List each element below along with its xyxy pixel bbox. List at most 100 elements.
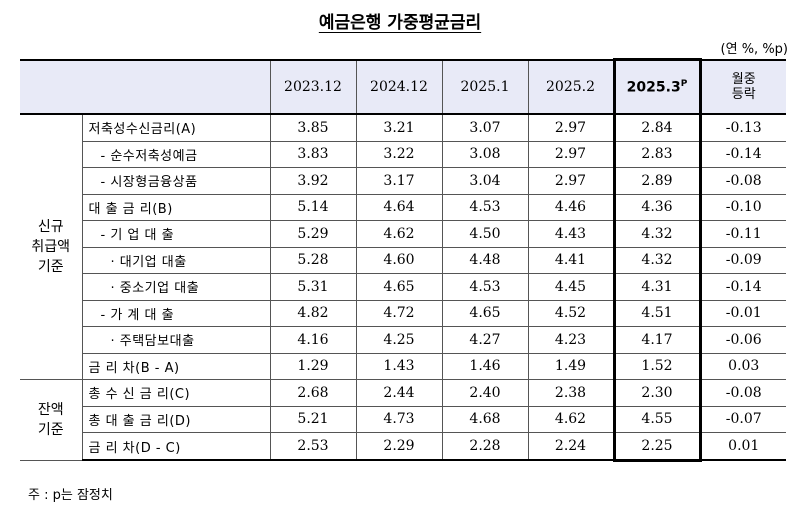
table-cell: 4.60 (355, 246, 443, 274)
table-cell-highlight: 4.31 (612, 273, 702, 301)
table-row: · 중소기업 대출 5.31 4.65 4.53 4.45 4.31 -0.14 (20, 273, 786, 301)
row-label: - 시장형금융상품 (81, 167, 271, 195)
table-cell: 2.97 (527, 113, 615, 142)
table-row: 신규 취급액 기준 저축성수신금리(A) 3.85 3.21 3.07 2.97 2… (20, 113, 786, 380)
table-cell: 2.38 (527, 379, 615, 407)
table-cell: 4.64 (355, 193, 443, 221)
row-label: - 가 계 대 출 (81, 299, 271, 327)
table-cell-highlight: 4.17 (612, 326, 702, 354)
row-label: · 중소기업 대출 (81, 273, 271, 301)
row-label: 총 수 신 금 리(C) (81, 379, 271, 407)
table-cell: 2.28 (441, 432, 529, 461)
interest-rate-table: 2023.12 2024.12 2025.1 2025.2 2025.3P 월중… (20, 58, 786, 462)
table-header-row: 2023.12 2024.12 2025.1 2025.2 2025.3P 월중… (20, 58, 786, 115)
column-header: 2025.1 (441, 58, 529, 115)
table-row: 대 출 금 리(B) 5.14 4.64 4.53 4.46 4.36 -0.1… (20, 193, 786, 221)
table-cell-highlight: 4.55 (612, 405, 702, 433)
group-label-new: 신규 취급액 기준 (20, 113, 83, 380)
table-cell: 4.73 (355, 405, 443, 433)
table-cell: -0.01 (699, 299, 786, 327)
table-row: · 대기업 대출 5.28 4.60 4.48 4.41 4.32 -0.09 (20, 246, 786, 274)
table-cell: 3.85 (269, 113, 357, 142)
table-cell: 3.08 (441, 140, 529, 168)
table-cell: -0.06 (699, 326, 786, 354)
table-cell: 4.65 (441, 299, 529, 327)
table-cell: -0.08 (699, 167, 786, 195)
column-header: 2023.12 (269, 58, 357, 115)
table-row: - 기 업 대 출 5.29 4.62 4.50 4.43 4.32 -0.11 (20, 220, 786, 248)
table-row: - 순수저축성예금 3.83 3.22 3.08 2.97 2.83 -0.14 (20, 140, 786, 168)
row-label: 금 리 차(B - A) (81, 352, 271, 380)
unit-label: (연 %, %p) (720, 42, 788, 57)
table-row: 금 리 차(D - C) 2.53 2.29 2.28 2.24 2.25 0.… (20, 432, 786, 462)
table-cell: 2.24 (527, 432, 615, 461)
row-label: - 기 업 대 출 (81, 220, 271, 248)
table-row: - 가 계 대 출 4.82 4.72 4.65 4.52 4.51 -0.01 (20, 299, 786, 327)
table-cell: 4.65 (355, 273, 443, 301)
table-cell: -0.10 (699, 193, 786, 221)
table-cell: 4.27 (441, 326, 529, 354)
row-label: 저축성수신금리(A) (81, 113, 271, 142)
table-cell: 1.49 (527, 352, 615, 380)
table-cell: 5.29 (269, 220, 357, 248)
table-cell: 4.72 (355, 299, 443, 327)
table-cell: -0.13 (699, 113, 786, 142)
table-cell: -0.08 (699, 379, 786, 407)
table-cell: 0.03 (699, 352, 786, 380)
table-cell-highlight: 2.30 (612, 379, 702, 407)
table-cell: 3.92 (269, 167, 357, 195)
table-cell: 2.53 (269, 432, 357, 461)
table-cell: 4.23 (527, 326, 615, 354)
table-cell-highlight: 4.32 (612, 246, 702, 274)
table-cell: 4.25 (355, 326, 443, 354)
table-cell: 4.62 (527, 405, 615, 433)
column-header: 2025.2 (527, 58, 615, 115)
table-cell: 3.04 (441, 167, 529, 195)
table-cell: 3.22 (355, 140, 443, 168)
table-cell-highlight: 4.36 (612, 193, 702, 221)
page-title: 예금은행 가중평균금리 (318, 13, 482, 33)
table-cell: 4.48 (441, 246, 529, 274)
table-cell: 4.52 (527, 299, 615, 327)
row-label: 총 대 출 금 리(D) (81, 405, 271, 433)
table-cell-highlight: 2.25 (612, 432, 702, 462)
table-cell-highlight: 1.52 (612, 352, 702, 380)
table-row: 총 대 출 금 리(D) 5.21 4.73 4.68 4.62 4.55 -0… (20, 405, 786, 433)
table-cell: 4.45 (527, 273, 615, 301)
table-cell: 2.40 (441, 379, 529, 407)
table-cell: -0.14 (699, 140, 786, 168)
table-cell: 4.53 (441, 273, 529, 301)
table-row: · 주택담보대출 4.16 4.25 4.27 4.23 4.17 -0.06 (20, 326, 786, 354)
table-cell-highlight: 2.89 (612, 167, 702, 195)
table-cell: 1.43 (355, 352, 443, 380)
table-cell: 2.97 (527, 140, 615, 168)
footnote: 주 : p는 잠정치 (28, 488, 113, 503)
table-cell: 4.53 (441, 193, 529, 221)
table-cell: 4.68 (441, 405, 529, 433)
table-row: - 시장형금융상품 3.92 3.17 3.04 2.97 2.89 -0.08 (20, 167, 786, 195)
table-cell: 4.43 (527, 220, 615, 248)
table-cell: 5.21 (269, 405, 357, 433)
table-cell: 1.29 (269, 352, 357, 380)
group-label-balance: 잔액 기준 (20, 379, 83, 461)
table-cell: 2.97 (527, 167, 615, 195)
row-label: 금 리 차(D - C) (81, 432, 271, 461)
table-cell: 3.83 (269, 140, 357, 168)
column-header-highlight: 2025.3P (612, 58, 702, 115)
table-cell: 3.17 (355, 167, 443, 195)
table-cell: 4.50 (441, 220, 529, 248)
table-cell: 3.21 (355, 113, 443, 142)
column-header: 2024.12 (355, 58, 443, 115)
table-cell-highlight: 2.84 (612, 113, 702, 142)
table-cell: 4.46 (527, 193, 615, 221)
table-cell: 0.01 (699, 432, 786, 461)
table-cell: -0.14 (699, 273, 786, 301)
table-cell: 4.41 (527, 246, 615, 274)
table-cell: 5.31 (269, 273, 357, 301)
table-cell: 4.16 (269, 326, 357, 354)
table-cell: -0.09 (699, 246, 786, 274)
table-cell: 3.07 (441, 113, 529, 142)
table-cell: 4.82 (269, 299, 357, 327)
table-cell-highlight: 4.51 (612, 299, 702, 327)
table-cell: 2.44 (355, 379, 443, 407)
